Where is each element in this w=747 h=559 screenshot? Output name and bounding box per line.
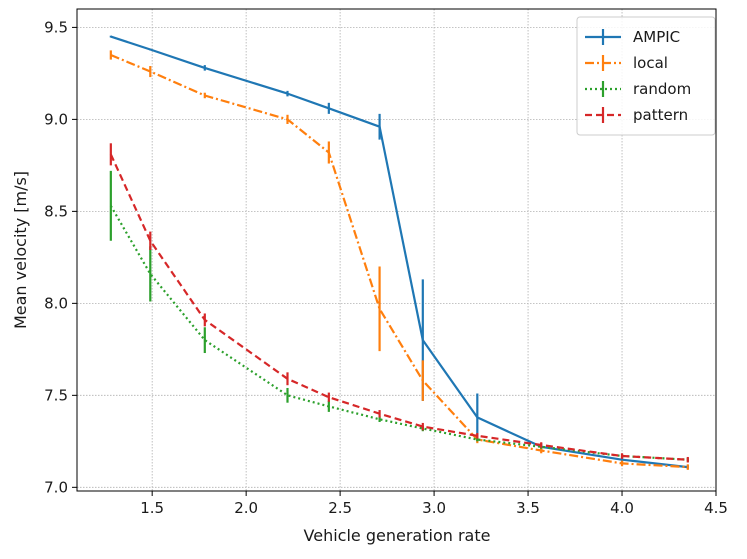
series-layer [109, 35, 689, 470]
legend: AMPIC local random pattern [576, 16, 716, 136]
legend-label-random: random [633, 80, 691, 98]
y-tick-label: 9.5 [44, 18, 68, 36]
legend-label-AMPIC: AMPIC [633, 28, 680, 46]
x-tick-label: 4.0 [610, 499, 634, 517]
x-tick-label: 3.5 [516, 499, 540, 517]
y-axis-label: Mean velocity [m/s] [11, 171, 30, 329]
y-tick-label: 7.0 [44, 478, 68, 496]
x-tick-label: 2.0 [234, 499, 258, 517]
legend-label-local: local [633, 54, 668, 72]
y-tick-label: 9.0 [44, 110, 68, 128]
x-tick-label: 3.0 [422, 499, 446, 517]
y-tick-label: 7.5 [44, 386, 68, 404]
x-tick-label: 4.5 [704, 499, 728, 517]
legend-label-pattern: pattern [633, 106, 688, 124]
y-tick-label: 8.0 [44, 294, 68, 312]
x-tick-label: 1.5 [140, 499, 164, 517]
x-tick-label: 2.5 [328, 499, 352, 517]
x-axis-label: Vehicle generation rate [304, 526, 491, 545]
series-pattern [109, 143, 689, 463]
series-line-random [109, 205, 688, 461]
y-tick-label: 8.5 [44, 202, 68, 220]
plot-frame [76, 8, 717, 492]
legend-frame [576, 16, 716, 136]
axis-ticks: 1.5 2.0 2.5 3.0 3.5 4.0 4.5 7.0 7.5 8.0 8.5 9.0 9.5 [44, 18, 728, 517]
